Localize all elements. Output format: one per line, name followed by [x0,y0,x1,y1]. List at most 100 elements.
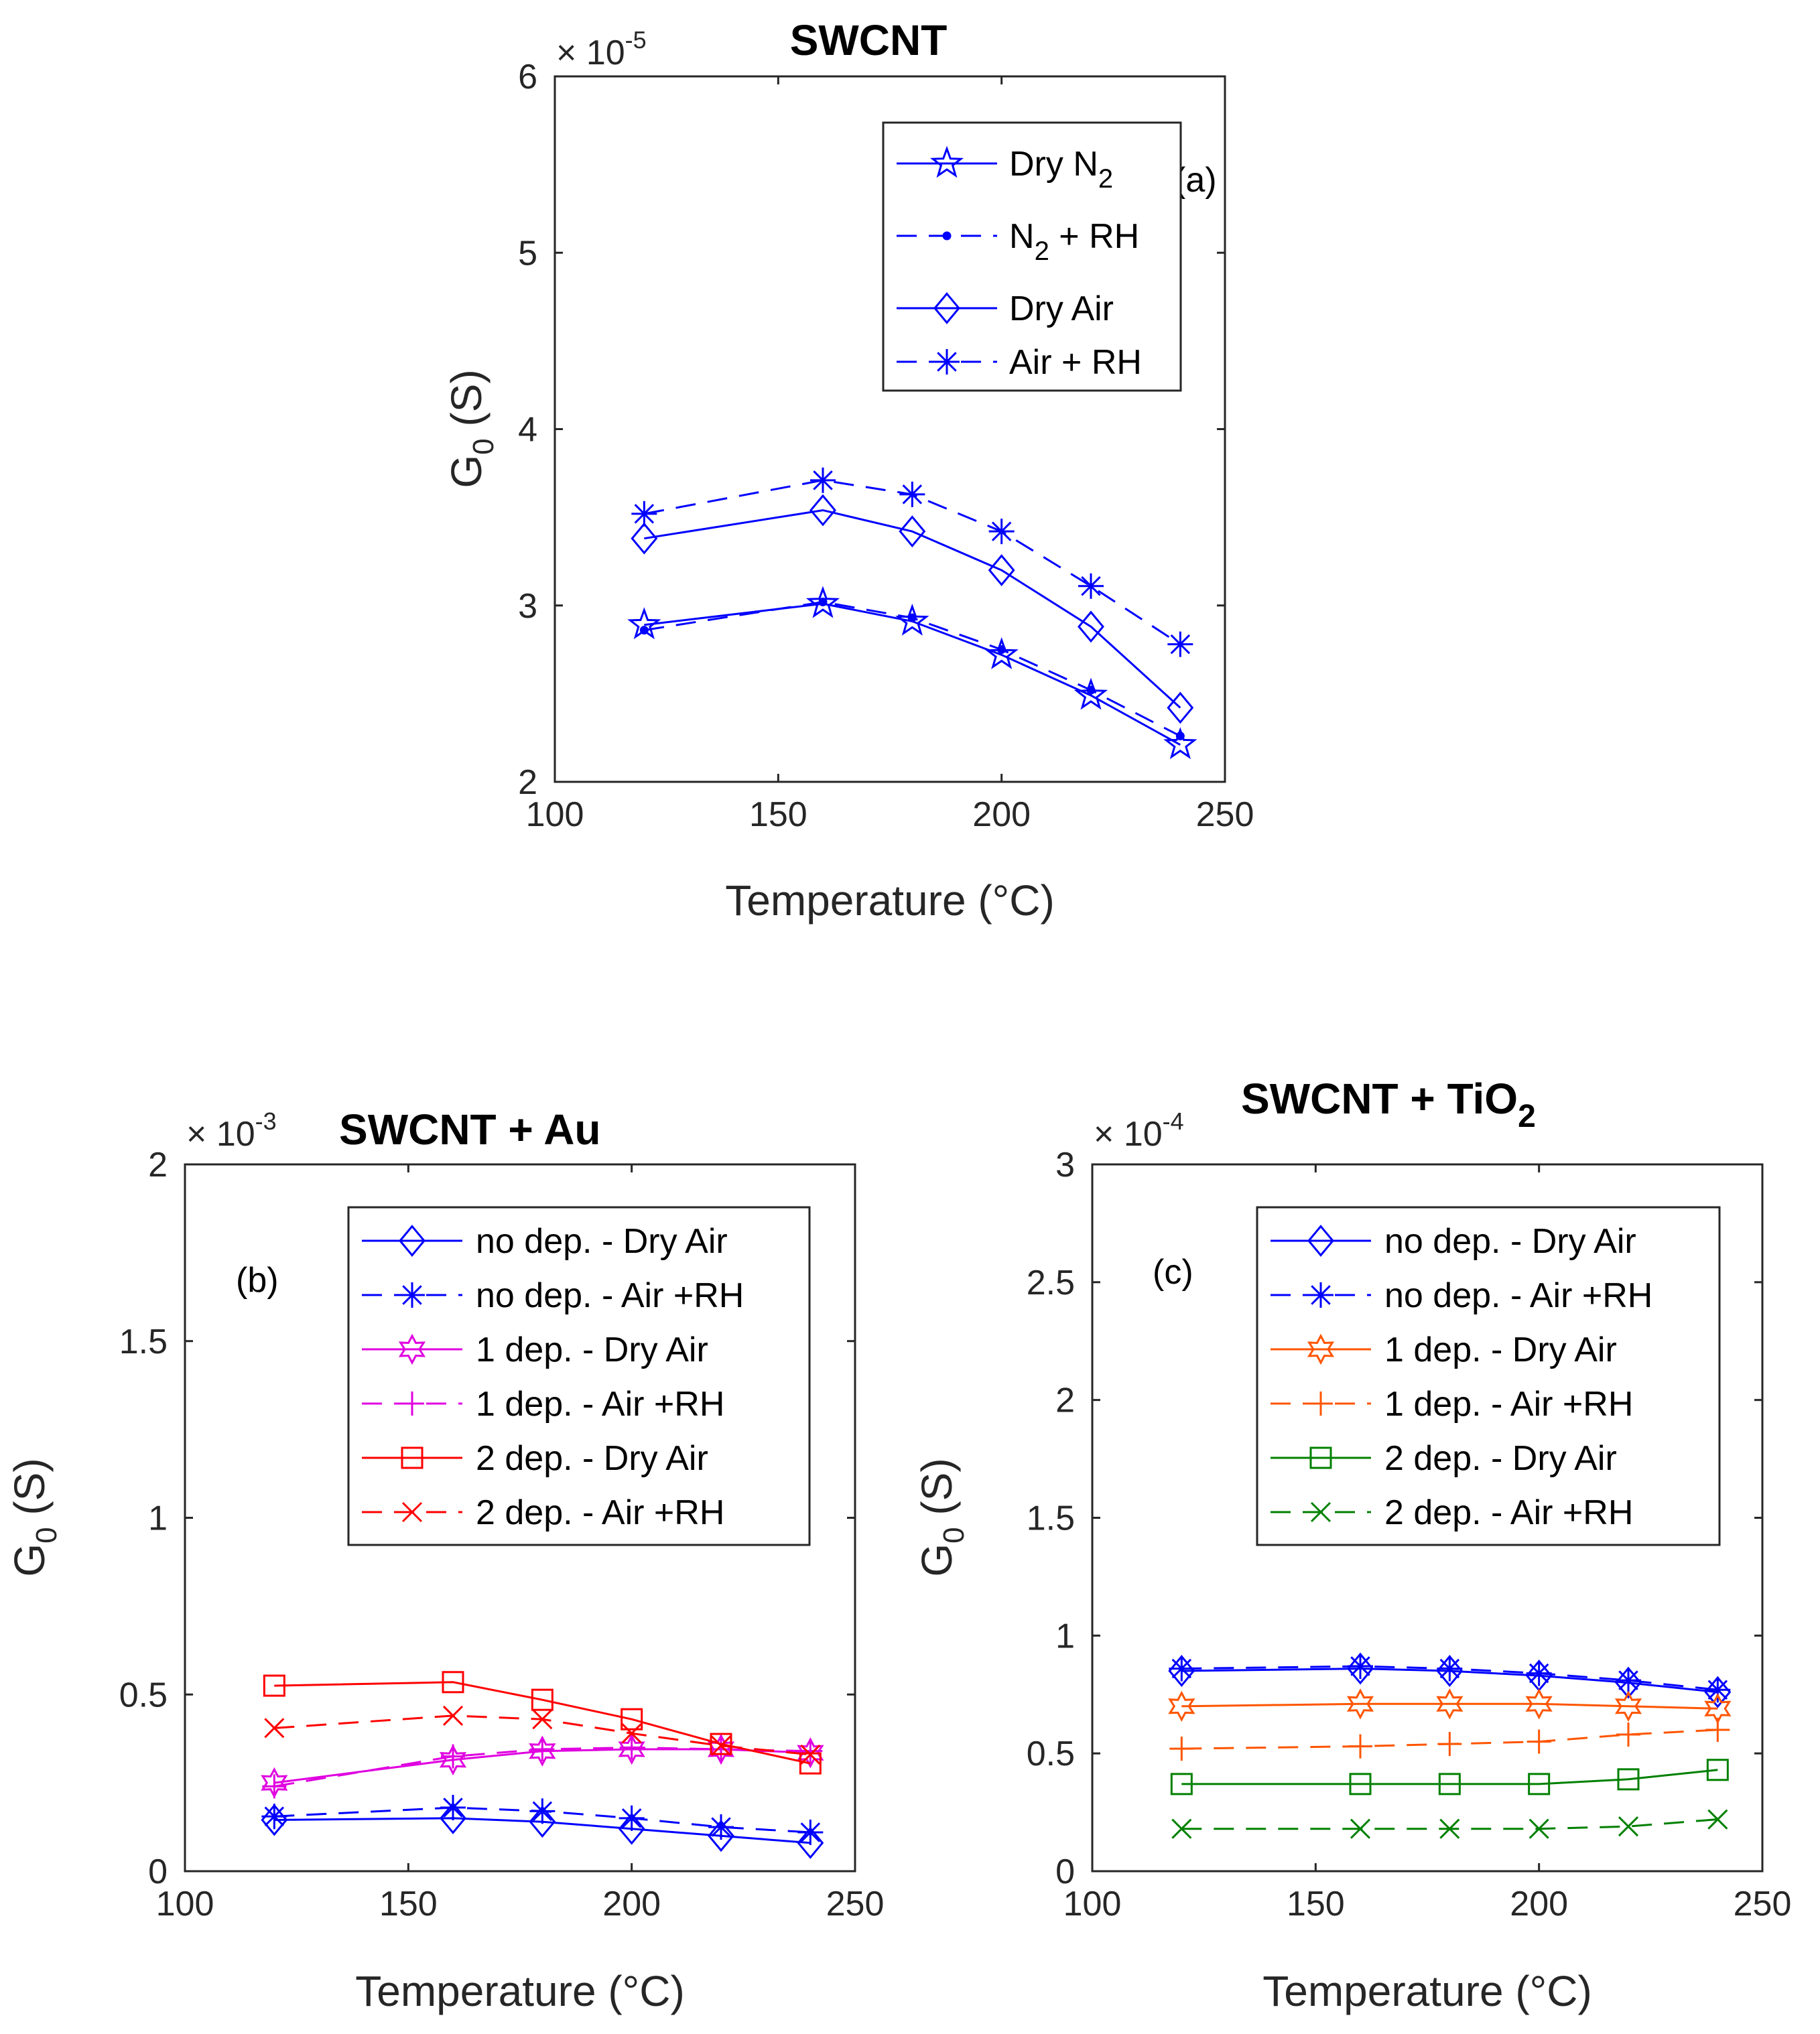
x-tick-label: 100 [156,1885,214,1923]
axes-box [1091,1163,1764,1873]
data-point [1167,631,1193,657]
data-point [1348,1734,1372,1759]
legend-entry: Dry Air [897,289,1114,328]
data-point [929,145,964,178]
data-point [1614,1690,1642,1722]
data-point [988,519,1015,545]
chart-title: SWCNT + Au [339,1105,601,1154]
data-point [984,637,1019,669]
data-point [1310,1501,1331,1523]
data-point [708,1814,734,1840]
data-point [399,1225,426,1257]
data-point [800,1744,821,1765]
data-point [809,494,836,527]
legend-entry: no dep. - Air +RH [362,1276,744,1315]
data-point [1617,1768,1640,1791]
x-axis-label: Temperature (°C) [355,1967,685,2015]
y-tick-label: 3 [518,587,537,626]
series-line [644,479,1181,645]
legend-label: 1 dep. - Air +RH [476,1385,724,1424]
x-tick-label: 250 [1734,1885,1792,1923]
y-tick-label: 2 [518,763,537,802]
data-point [1704,1676,1732,1708]
data-point [618,1812,645,1845]
data-point [797,1737,824,1769]
series-line [274,1714,811,1756]
data-point [1346,1688,1374,1720]
legend-label: Dry Air [1009,289,1114,328]
legend-entry: 1 dep. - Dry Air [1271,1331,1617,1369]
exponent-label: × 10-4 [1094,1107,1184,1154]
y-axis-label: G0 (S) [913,1458,970,1576]
data-point [1705,1677,1731,1703]
data-point [710,1735,732,1756]
data-point [1175,732,1185,741]
legend-label: 1 dep. - Dry Air [476,1331,708,1369]
legend-label: N2 + RH [1009,217,1139,266]
legend-entry: 2 dep. - Air +RH [362,1493,724,1532]
exponent-label: × 10-5 [556,26,647,72]
data-point [631,500,657,527]
x-tick-label: 150 [379,1885,438,1923]
data-point [261,1804,287,1830]
data-point [810,467,836,493]
data-point [442,1705,464,1726]
data-point [942,231,952,241]
data-point [531,1688,554,1711]
y-tick-label: 1 [148,1499,168,1538]
series-line [1181,1728,1718,1750]
legend-label: Air + RH [1009,343,1142,382]
series [631,494,1194,724]
legend: no dep. - Dry Air no dep. - Air +RH 1 dep.… [1256,1206,1721,1546]
data-point [442,1671,464,1694]
data-point [1167,691,1194,724]
data-point [1439,1818,1460,1839]
panel-a-swcnt: SWCNT × 10-5 100 150 200 250 2 3 4 5 6 Temperatu… [442,16,1254,925]
x-tick-label: 200 [972,795,1031,834]
data-point [797,1819,824,1845]
series [1169,1653,1731,1703]
x-tick-label: 150 [1287,1885,1345,1923]
data-point [1437,1732,1462,1757]
data-point [621,1708,643,1731]
data-point [1615,1666,1642,1699]
y-tick-label: 1.5 [1027,1499,1075,1538]
legend-entry: 2 dep. - Dry Air [1271,1439,1617,1478]
legend-box [1256,1206,1721,1546]
legend-entry: 2 dep. - Air +RH [1271,1493,1633,1532]
legend-entry: 1 dep. - Air +RH [362,1385,724,1424]
data-point [439,1744,467,1776]
data-point [818,597,828,606]
y-tick-label: 4 [518,411,537,450]
legend-entry: no dep. - Dry Air [1271,1222,1636,1261]
data-point [1307,1333,1335,1365]
plot-area: 100 150 200 250 0 0.5 1 1.5 2 [119,1146,885,1923]
data-point [1525,1688,1553,1720]
data-point [619,1735,644,1760]
legend-label: 2 dep. - Air +RH [476,1493,724,1532]
data-point [440,1795,466,1821]
data-point [1436,1655,1464,1688]
y-tick-label: 0 [148,1852,168,1891]
legend-label: no dep. - Dry Air [1384,1222,1636,1261]
data-point [1618,1816,1639,1837]
data-point [1529,1818,1549,1839]
data-point [441,1744,465,1769]
series-line [274,1806,811,1834]
series-line [1181,1818,1718,1830]
plot-area: 100 150 200 250 2 3 4 5 6 [518,58,1254,834]
series [1170,1759,1729,1795]
legend-entry: 2 dep. - Dry Air [362,1439,708,1478]
y-tick-label: 5 [518,234,537,273]
data-point [398,1333,426,1365]
series [1168,1688,1732,1724]
x-tick-label: 250 [826,1885,885,1923]
x-tick-label: 100 [1063,1885,1122,1923]
data-point [707,1733,735,1765]
legend-marker [942,231,952,241]
data-point [529,1735,556,1767]
series [639,597,1185,741]
panel-annotation: (b) [236,1261,279,1300]
data-point [619,1805,645,1831]
